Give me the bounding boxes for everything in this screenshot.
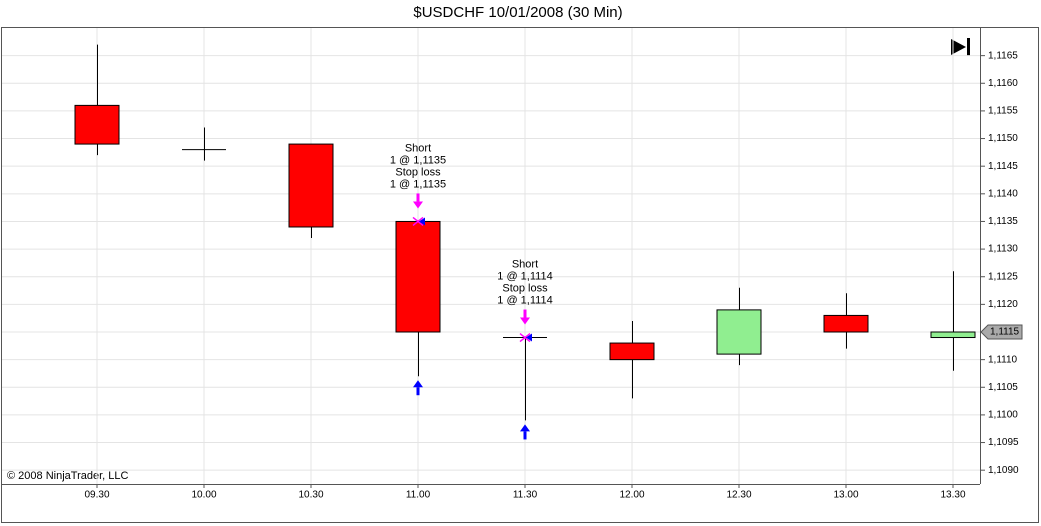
y-tick-label: 1,1110: [988, 354, 1018, 365]
chart-title: $USDCHF 10/01/2008 (30 Min): [413, 4, 622, 21]
x-tick-label: 10.00: [191, 490, 216, 501]
candle-body: [74, 104, 120, 145]
trade-annotation: 1 @ 1,1135: [390, 178, 446, 190]
trade-arrow: [520, 317, 530, 325]
go-to-end-button[interactable]: [951, 38, 970, 56]
trade-marker: [412, 216, 424, 227]
trade-arrow: [416, 193, 420, 202]
y-tick-label: 1,1165: [988, 50, 1018, 61]
y-tick-label: 1,1125: [988, 271, 1018, 282]
candle-body: [609, 342, 655, 361]
x-tick-label: 11.00: [406, 490, 431, 501]
y-tick-label: 1,1140: [988, 188, 1018, 199]
trade-annotation: Short: [512, 258, 538, 270]
x-tick-label: 10.30: [298, 490, 323, 501]
copyright: © 2008 NinjaTrader, LLC: [7, 470, 128, 482]
trade-marker: [419, 217, 425, 226]
x-tick-label: 13.30: [940, 490, 965, 501]
trade-annotation: 1 @ 1,1114: [497, 294, 552, 306]
candle-body: [930, 331, 976, 339]
candle-body: [288, 143, 334, 228]
trade-annotation: Stop loss: [395, 166, 441, 178]
y-tick-label: 1,1105: [988, 382, 1018, 393]
y-tick-label: 1,1160: [988, 78, 1018, 89]
y-tick-label: 1,1090: [988, 465, 1019, 476]
trade-arrow: [523, 431, 527, 440]
trade-annotation: Stop loss: [502, 282, 548, 294]
x-tick-label: 13.00: [833, 490, 858, 501]
trade-marker: [519, 332, 531, 343]
candle-body: [823, 314, 869, 333]
y-tick-label: 1,1150: [988, 133, 1018, 144]
y-tick-label: 1,1095: [988, 437, 1019, 448]
last-price-marker: [980, 324, 1023, 340]
y-tick-label: 1,1100: [988, 410, 1018, 421]
trade-arrow: [523, 309, 527, 318]
trade-arrow: [520, 424, 530, 432]
trade-annotation: Short: [405, 142, 431, 154]
y-tick-label: 1,1145: [988, 161, 1018, 172]
x-tick-label: 09.30: [84, 490, 109, 501]
candle-body: [716, 309, 762, 355]
x-tick-label: 11.30: [513, 490, 538, 501]
trade-annotation: 1 @ 1,1114: [497, 270, 552, 282]
trade-marker: [526, 333, 532, 342]
y-tick-label: 1,1135: [988, 216, 1018, 227]
trade-annotation: 1 @ 1,1135: [390, 154, 446, 166]
trade-arrow: [413, 380, 423, 388]
candle-body: [395, 220, 441, 333]
y-tick-label: 1,1120: [988, 299, 1018, 310]
x-tick-label: 12.00: [619, 490, 644, 501]
last-price-label: 1,1115: [990, 327, 1020, 338]
trade-arrow: [413, 201, 423, 209]
y-tick-label: 1,1155: [988, 106, 1018, 117]
y-tick-label: 1,1130: [988, 244, 1018, 255]
x-tick-label: 12.30: [726, 490, 751, 501]
frame: [1, 27, 1039, 523]
trade-arrow: [416, 387, 420, 396]
